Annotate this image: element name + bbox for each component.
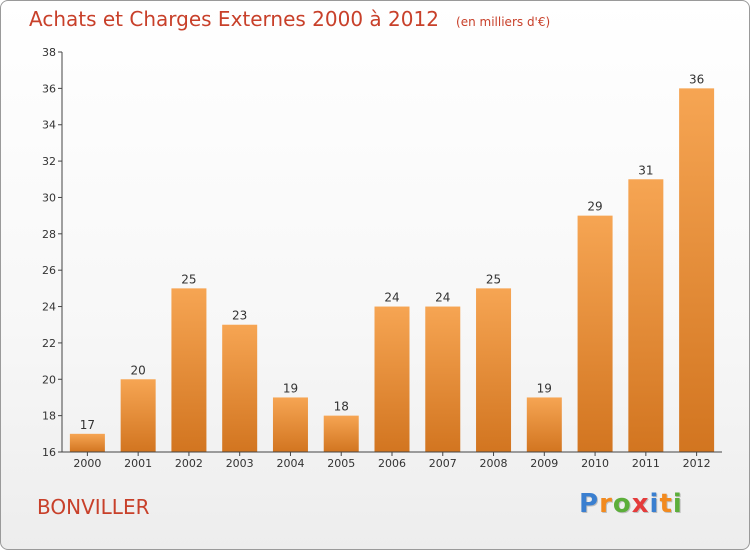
logo-letter: t	[659, 489, 673, 519]
y-tick-label: 24	[42, 301, 56, 314]
x-tick-label-2004: 2004	[276, 457, 304, 470]
bar-2011	[628, 179, 664, 453]
value-label-2000: 17	[80, 418, 95, 432]
y-tick-label: 20	[42, 373, 56, 386]
x-tick-label-2008: 2008	[480, 457, 508, 470]
x-tick-label-2000: 2000	[73, 457, 101, 470]
logo-letter: o	[612, 489, 632, 519]
logo-letter: r	[599, 489, 613, 519]
logo-letter: P	[579, 489, 600, 519]
y-tick-label: 22	[42, 337, 56, 350]
bar-2004	[272, 397, 308, 452]
x-tick-label-2003: 2003	[226, 457, 254, 470]
bar-2003	[222, 324, 258, 452]
y-tick-label: 16	[42, 446, 56, 459]
x-tick-label-2001: 2001	[124, 457, 152, 470]
bar-2006	[374, 306, 410, 452]
bar-2008	[476, 288, 512, 452]
value-label-2001: 20	[131, 363, 146, 377]
bar-2002	[171, 288, 207, 452]
y-tick-label: 38	[42, 46, 56, 59]
value-label-2002: 25	[181, 272, 196, 286]
value-label-2007: 24	[435, 291, 450, 305]
x-tick-label-2005: 2005	[327, 457, 355, 470]
value-label-2003: 23	[232, 309, 247, 323]
x-tick-label-2010: 2010	[581, 457, 609, 470]
value-label-2010: 29	[587, 200, 602, 214]
bar-2001	[120, 379, 156, 452]
y-tick-label: 30	[42, 191, 56, 204]
chart-unit-label: (en milliers d'€)	[456, 15, 551, 29]
y-tick-label: 28	[42, 228, 56, 241]
bars-layer: 17 20 25 23 19 18 24 24 25 19 29 31 36	[69, 72, 715, 453]
axis-layer: 16 18 20 22 24 26 28 30 32 34 36 38 2000 2001 2002 2003…	[42, 46, 722, 470]
bar-2012	[679, 88, 715, 452]
bar-2010	[577, 215, 613, 452]
bar-2005	[323, 415, 359, 452]
x-tick-label-2007: 2007	[429, 457, 457, 470]
y-tick-label: 26	[42, 264, 56, 277]
logo-letter: i	[672, 489, 683, 519]
value-label-2006: 24	[384, 291, 399, 305]
proxiti-logo: Proxiti	[579, 489, 683, 519]
chart-title: Achats et Charges Externes 2000 à 2012	[29, 7, 439, 31]
x-tick-label-2002: 2002	[175, 457, 203, 470]
y-tick-label: 34	[42, 119, 56, 132]
x-tick-label-2012: 2012	[683, 457, 711, 470]
value-label-2004: 19	[283, 381, 298, 395]
title-row: Achats et Charges Externes 2000 à 2012 (…	[29, 7, 550, 31]
y-tick-label: 18	[42, 410, 56, 423]
value-label-2011: 31	[638, 163, 653, 177]
x-tick-label-2006: 2006	[378, 457, 406, 470]
x-tick-label-2009: 2009	[530, 457, 558, 470]
bar-2000	[69, 433, 105, 452]
value-label-2008: 25	[486, 272, 501, 286]
x-tick-label-2011: 2011	[632, 457, 660, 470]
y-tick-label: 36	[42, 82, 56, 95]
value-label-2005: 18	[334, 400, 349, 414]
location-name: BONVILLER	[37, 495, 150, 519]
bar-2009	[526, 397, 562, 452]
logo-letter: i	[649, 489, 660, 519]
bar-2007	[425, 306, 461, 452]
y-tick-label: 32	[42, 155, 56, 168]
logo-letter: x	[631, 489, 650, 519]
value-label-2012: 36	[689, 72, 704, 86]
value-label-2009: 19	[537, 381, 552, 395]
